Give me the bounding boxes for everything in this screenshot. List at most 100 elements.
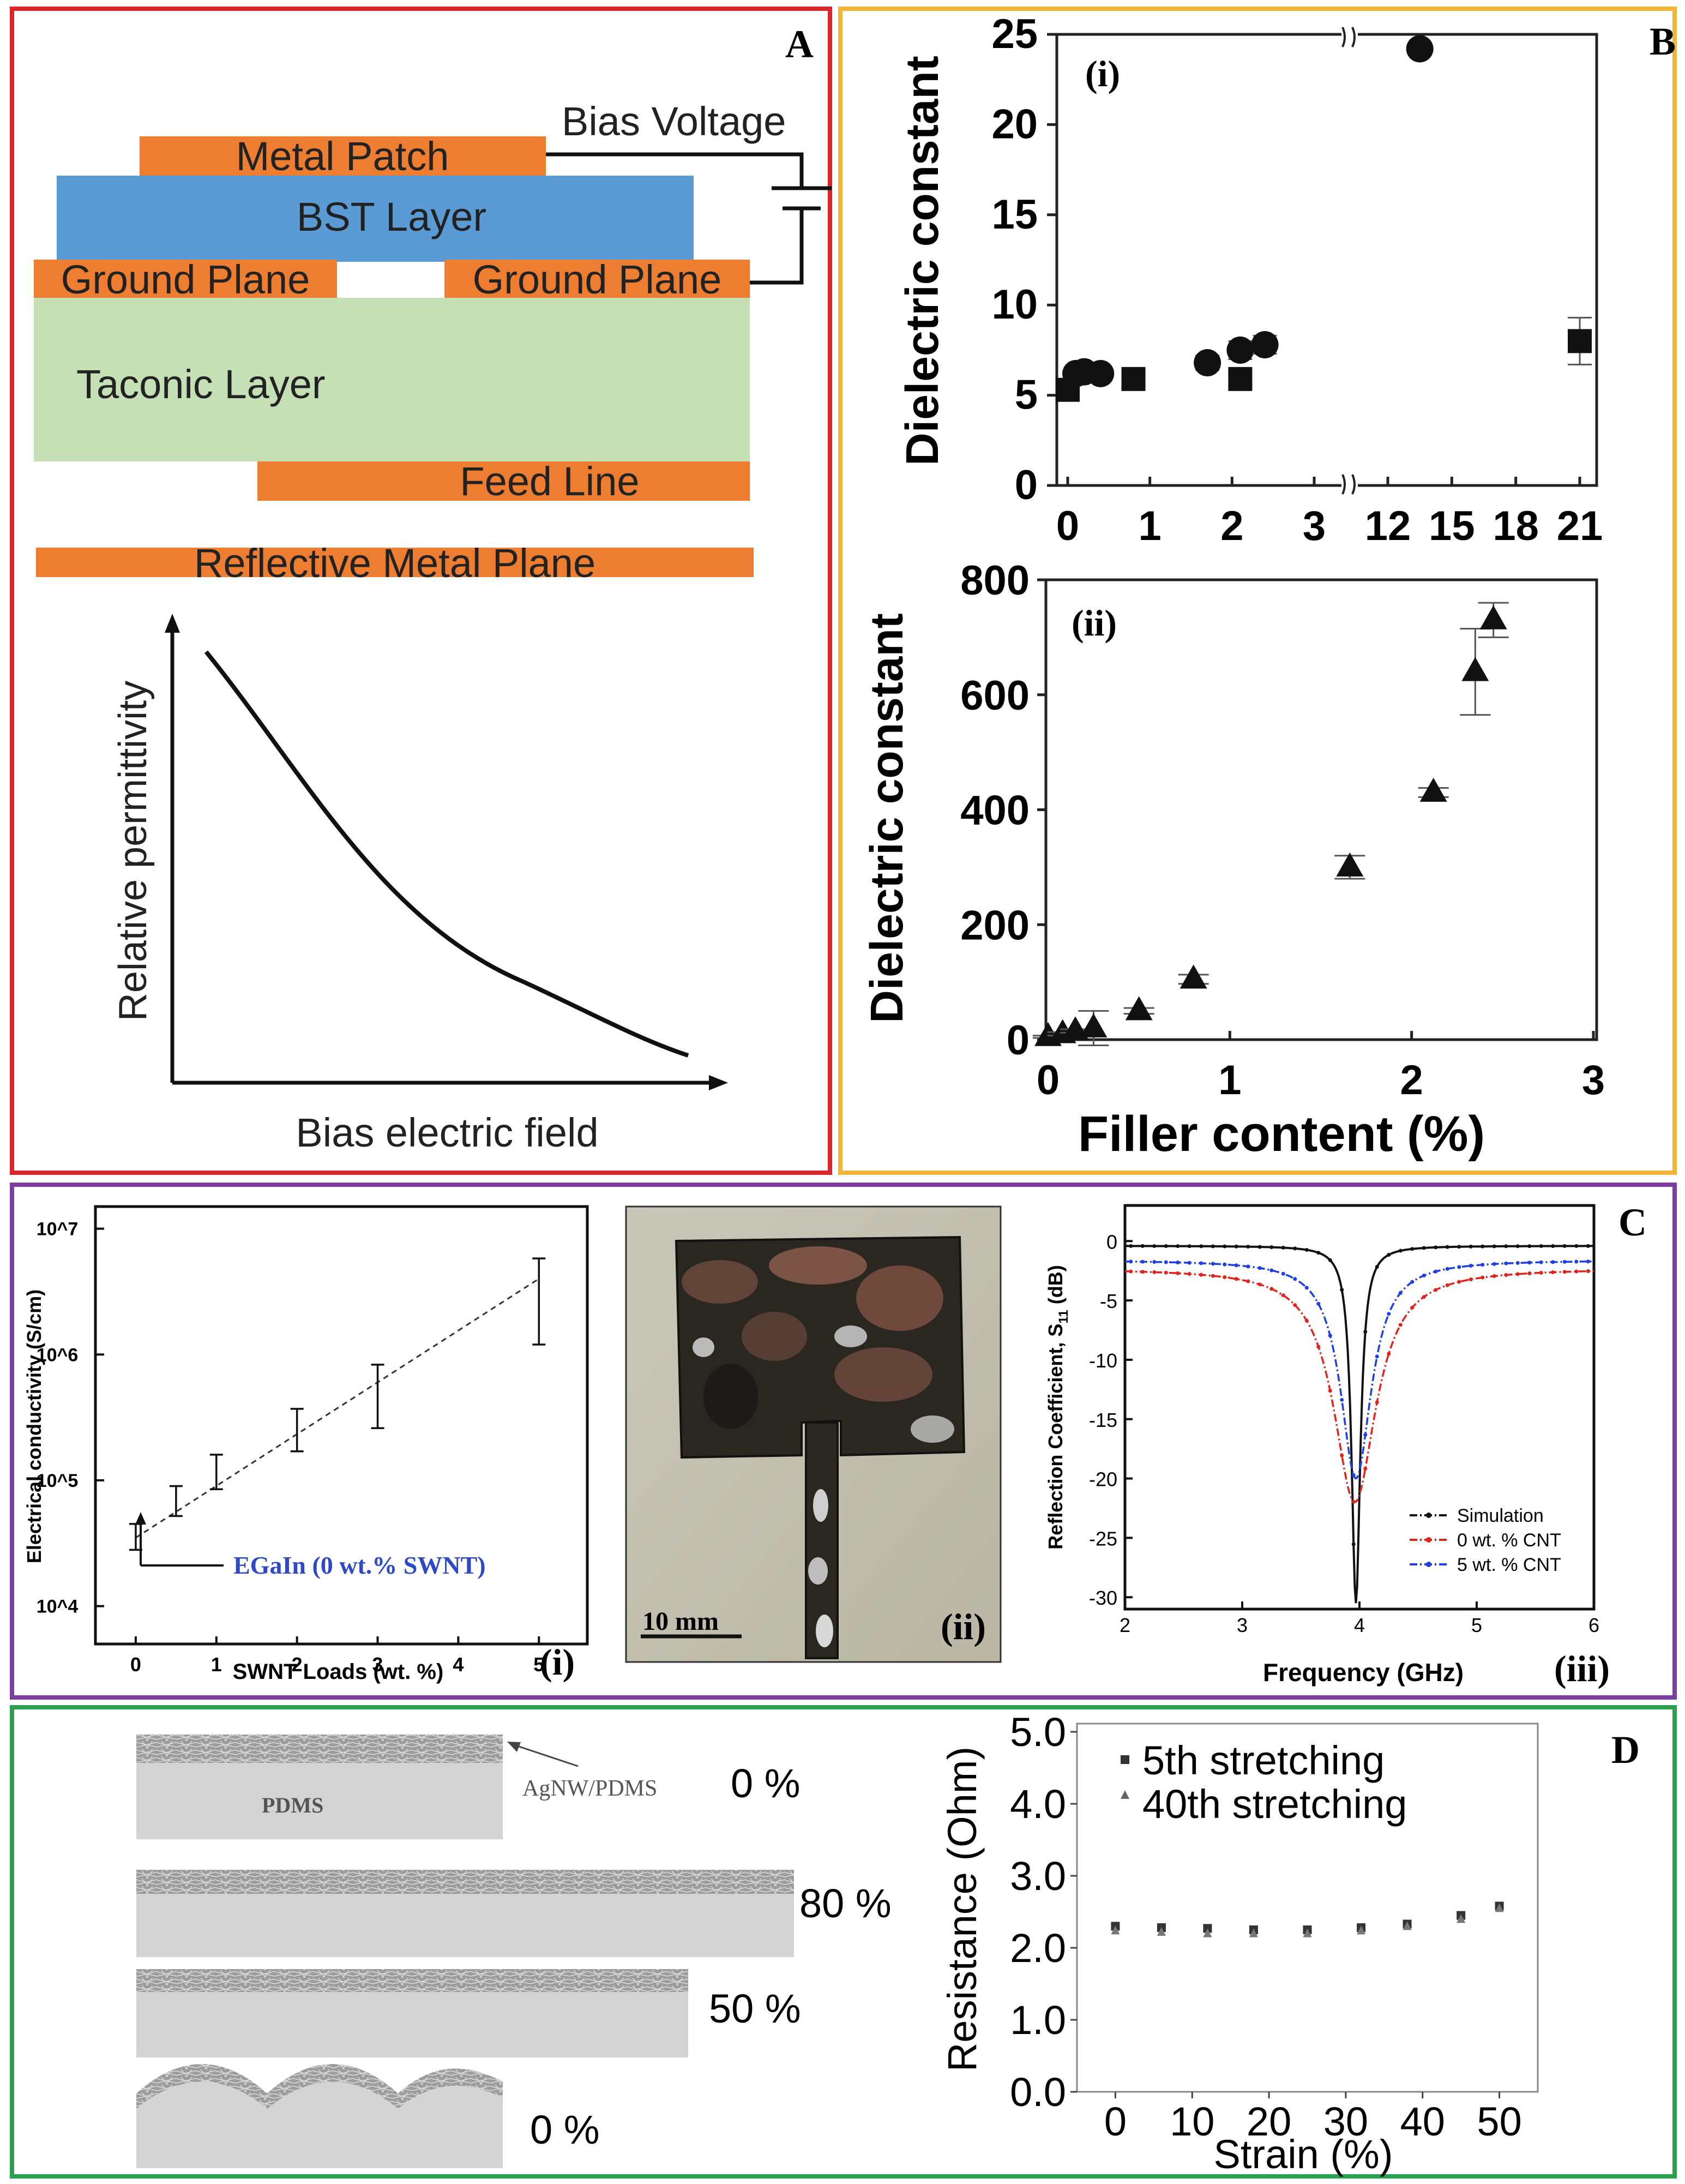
agnw-layer: [136, 1969, 688, 1992]
c-iii-curve-marker: [1562, 1244, 1567, 1248]
b-i-xtick-label: 3: [1303, 503, 1326, 549]
c-iii-curve-marker: [1129, 1259, 1133, 1264]
c-iii-curve-marker: [1375, 1354, 1379, 1359]
chart-b-i-frame: [1055, 33, 1598, 487]
c-iii-curve-marker: [1492, 1262, 1496, 1266]
c-iii-curve-marker: [1469, 1264, 1473, 1268]
c-iii-ytick-label: -10: [1089, 1349, 1117, 1372]
c-iii-curve-marker: [1234, 1263, 1238, 1268]
b-ii-triangle-point: [1419, 777, 1447, 802]
c-iii-ytick-label: -20: [1089, 1468, 1117, 1491]
strain-label-0: 0 %: [731, 1761, 801, 1806]
d-xtick-label: 0: [1104, 2099, 1127, 2144]
c-iii-ytick-label: -15: [1089, 1409, 1117, 1431]
c-iii-curve-marker: [1398, 1291, 1403, 1295]
reflective-metal-plane-label: Reflective Metal Plane: [194, 541, 595, 586]
c-iii-curve-marker: [1527, 1244, 1532, 1249]
c-iii-curve-marker: [1492, 1244, 1496, 1249]
c-iii-curve-marker: [1445, 1283, 1449, 1287]
chart-b-i-x-ticks: 0 1 2 3 12 15 18 21: [1056, 477, 1603, 549]
d-xtick-label: 30: [1323, 2099, 1368, 2144]
c-iii-curve-marker: [1363, 1467, 1368, 1471]
c-iii-curve-marker: [1140, 1270, 1145, 1274]
panel-d-label: D: [1611, 1728, 1640, 1772]
chart-d-marks: [1111, 1901, 1504, 1937]
c-iii-curve-marker: [1269, 1268, 1274, 1273]
c-iii-curve-marker: [1257, 1245, 1262, 1249]
axis-break-top: [1341, 27, 1356, 47]
d-triangle-point: [1457, 1914, 1466, 1923]
panel-a: A Metal Patch BST Layer Ground Plane Gro…: [10, 7, 832, 1175]
panel-d: D PDMS AgNW/PDMS 0 % 80 % 50 % 0 %: [10, 1705, 1677, 2179]
c-iii-curve-marker: [1422, 1246, 1426, 1250]
permittivity-graph: Relative permittivity Bias electric fiel…: [111, 614, 728, 1155]
c-iii-curve-marker: [1187, 1244, 1191, 1249]
c-iii-curve-marker: [1176, 1261, 1180, 1265]
c-iii-curve-marker: [1140, 1259, 1145, 1264]
chart-d-ylabel: Resistance (Ohm): [940, 1747, 985, 2072]
d-triangle-point: [1303, 1928, 1312, 1937]
chart-d-frame: [1076, 1723, 1539, 2093]
chart-c-iii-x-ticks: 2 3 4 5 6: [1120, 1601, 1599, 1636]
c-i-xtick-label: 2: [292, 1653, 303, 1676]
b-i-xtick-label: 2: [1220, 503, 1243, 549]
agnw-layer: [136, 1870, 794, 1894]
c-iii-curve-marker: [1539, 1270, 1543, 1275]
c-iii-curve-marker: [1316, 1301, 1321, 1306]
c-iii-curve-marker: [1164, 1244, 1168, 1249]
panel-b-xlabel: Filler content (%): [1078, 1106, 1485, 1162]
c-iii-curve-marker: [1504, 1261, 1508, 1265]
c-iii-xtick-label: 4: [1354, 1614, 1365, 1636]
c-iii-legend-label: 5 wt. % CNT: [1457, 1555, 1561, 1575]
b-ii-ytick-label: 600: [960, 673, 1030, 719]
b-i-square-point: [1056, 377, 1080, 402]
b-i-square-point: [1568, 329, 1592, 353]
photo-tag: (ii): [941, 1606, 986, 1647]
c-iii-curve-marker: [1304, 1247, 1309, 1252]
c-iii-curve-2: [1124, 1260, 1594, 1480]
chart-c-i: Electrical conductivity (S/cm) SWNT Load…: [23, 1205, 589, 1684]
strain-label-80: 80 %: [799, 1881, 892, 1926]
c-iii-ytick-label: -30: [1089, 1587, 1117, 1609]
feed-line: [257, 461, 750, 501]
c-iii-curve-marker: [1398, 1249, 1403, 1253]
b-ii-ytick-label: 0: [1007, 1017, 1030, 1064]
pdms-label: PDMS: [262, 1793, 323, 1817]
bias-voltage-label: Bias Voltage: [562, 99, 786, 144]
b-ii-triangle-point: [1336, 852, 1364, 877]
c-iii-legend-marker: [1426, 1513, 1431, 1518]
c-iii-curve-marker: [1457, 1280, 1461, 1284]
b-ii-triangle-point: [1125, 996, 1153, 1021]
antenna-feed: [805, 1421, 839, 1659]
b-ii-triangle-point: [1479, 605, 1507, 629]
b-ii-xtick-label: 1: [1218, 1057, 1241, 1103]
d-ytick-label: 1.0: [1010, 1997, 1066, 2043]
c-i-xtick-label: 5: [533, 1653, 544, 1676]
c-iii-curve-marker: [1562, 1259, 1567, 1264]
c-i-errorbar: [532, 1257, 546, 1346]
c-iii-curve-marker: [1481, 1263, 1485, 1267]
c-iii-curve-marker: [1387, 1352, 1391, 1356]
c-iii-curve-marker: [1363, 1329, 1368, 1334]
chart-c-i-ylabel: Electrical conductivity (S/cm): [23, 1289, 45, 1563]
c-iii-curve-marker: [1187, 1261, 1191, 1265]
c-iii-xtick-label: 3: [1237, 1614, 1248, 1636]
chart-c-i-xlabel: SWNT Loads (wt. %): [233, 1660, 444, 1684]
chart-c-iii-curves: [1124, 1244, 1594, 1604]
c-iii-curve-marker: [1211, 1262, 1215, 1266]
d-triangle-point: [1203, 1928, 1212, 1937]
c-i-ytick-label: 10^5: [37, 1471, 79, 1491]
c-iii-curve-marker: [1363, 1432, 1368, 1437]
d-triangle-point: [1495, 1903, 1504, 1912]
chart-c-iii-tag: (iii): [1554, 1648, 1610, 1689]
b-ii-triangle-point: [1080, 1013, 1108, 1037]
permittivity-curve: [204, 650, 689, 1058]
c-iii-xtick-label: 2: [1120, 1614, 1130, 1636]
c-i-errorbar: [209, 1454, 223, 1490]
chart-b-ii-marks: [1033, 602, 1509, 1047]
c-iii-curve-marker: [1492, 1274, 1496, 1279]
d-triangle-point: [1157, 1927, 1166, 1936]
c-iii-curve-marker: [1527, 1271, 1532, 1276]
c-iii-curve-0: [1125, 1245, 1594, 1604]
